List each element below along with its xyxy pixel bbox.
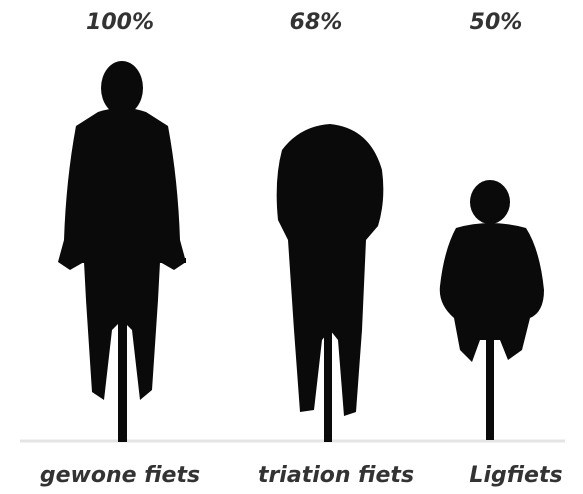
- bike-label: Ligfiets: [469, 463, 562, 488]
- cyclist-recumbent: [440, 180, 544, 440]
- percent-label: 50%: [470, 10, 523, 35]
- percent-label: 68%: [290, 10, 343, 35]
- bike-label: gewone fiets: [40, 463, 200, 488]
- cyclist-regular: [58, 61, 186, 442]
- bike-label: triation fiets: [258, 463, 414, 488]
- infographic: 100% 68% 50% gewone fiets triation fiets…: [0, 0, 583, 494]
- percent-label: 100%: [86, 10, 154, 35]
- cyclist-triathlon: [277, 124, 384, 442]
